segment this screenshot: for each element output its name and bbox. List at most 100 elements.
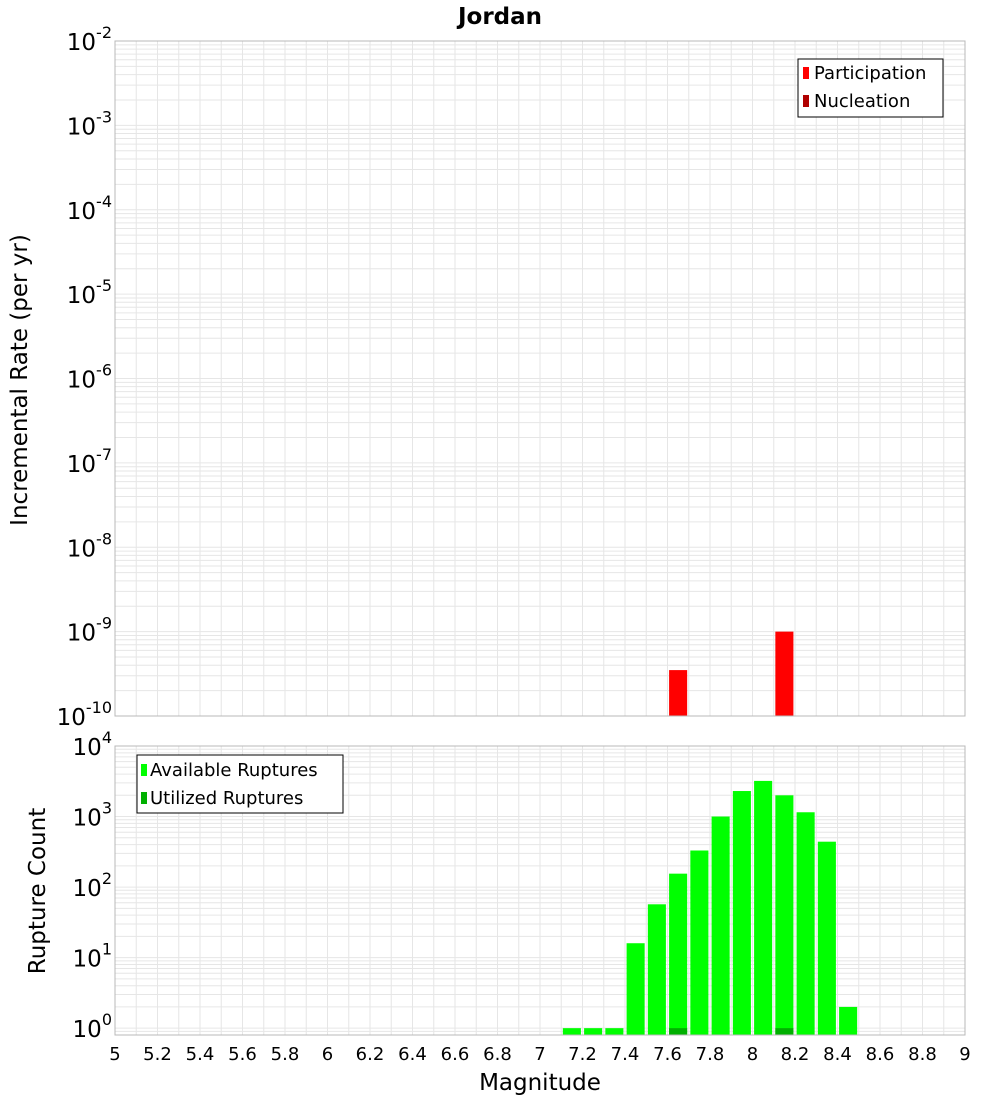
x-tick-label: 6.2 [356,1044,385,1065]
legend-label-nucleation: Nucleation [814,91,910,112]
top-y-tick-text: 10-6 [67,361,112,394]
top-y-tick-text: 10-8 [67,529,112,562]
bottom-y-tick-exp: 2 [102,869,112,888]
top-y-tick-base: 10 [57,705,86,731]
top-y-tick-label: 10-7 [67,445,112,478]
top-y-tick-label: 10-2 [67,23,112,56]
top-plot-bars [669,631,794,716]
x-tick-label: 8.6 [866,1044,895,1065]
top-y-tick-text: 10-7 [67,445,112,478]
top-y-tick-label: 10-6 [67,361,112,394]
x-tick-label: 6.6 [441,1044,470,1065]
x-tick-label: 7 [534,1044,545,1065]
bottom-y-tick-label: 104 [73,728,112,761]
bar-available-ruptures [817,841,836,1035]
bottom-legend-box [136,754,344,814]
top-y-tick-base: 10 [67,368,96,394]
bottom-y-tick-label: 101 [73,940,112,973]
bar-participation [669,670,688,716]
top-y-tick-label: 10-8 [67,529,112,562]
bar-available-ruptures [626,943,645,1035]
bar-available-ruptures [669,873,688,1035]
legend-swatch-participation [803,67,809,79]
bar-available-ruptures [796,812,815,1035]
bar-available-ruptures [605,1028,624,1035]
bottom-plot-area [114,745,966,1036]
x-tick-label: 8.2 [781,1044,810,1065]
top-y-tick-label: 10-4 [67,192,112,225]
bottom-y-tick-base: 10 [73,806,102,832]
top-y-tick-exp: -8 [96,529,112,548]
bottom-y-axis-label: Rupture Count [25,808,51,974]
x-tick-label: 5.2 [143,1044,172,1065]
bottom-y-tick-text: 103 [73,799,112,832]
top-y-tick-exp: -9 [96,614,112,633]
bottom-y-tick-text: 104 [73,728,112,761]
bottom-y-tick-exp: 1 [102,940,112,959]
bar-available-ruptures [839,1006,858,1035]
top-legend-box [797,58,944,118]
bottom-y-tick-exp: 3 [102,799,112,818]
bottom-plot-bars [562,780,858,1035]
top-y-tick-base: 10 [67,536,96,562]
top-y-tick-text: 10-2 [67,23,112,56]
bar-available-ruptures [754,780,773,1035]
bottom-y-tick-base: 10 [73,947,102,973]
top-y-tick-label: 10-3 [67,107,112,140]
bottom-y-tick-exp: 4 [102,728,112,747]
bar-participation [775,631,794,716]
bottom-y-tick-label: 102 [73,869,112,902]
x-tick-label: 7.8 [696,1044,725,1065]
chart-title: Jordan [456,4,542,30]
bar-available-ruptures [711,816,730,1035]
bar-available-ruptures [732,791,751,1035]
bottom-y-tick-text: 102 [73,869,112,902]
x-tick-label: 8 [747,1044,758,1065]
bottom-y-tick-text: 101 [73,940,112,973]
top-y-tick-base: 10 [67,114,96,140]
top-y-axis-label: Incremental Rate (per yr) [7,234,33,526]
bottom-y-tick-text: 100 [73,1010,112,1043]
top-y-tick-label: 10-9 [67,614,112,647]
top-legend: Participation Nucleation [797,58,944,118]
top-y-tick-base: 10 [67,621,96,647]
top-y-tick-exp: -5 [96,276,112,295]
legend-swatch-nucleation [803,95,809,107]
top-plot-area [114,40,966,717]
x-tick-label: 5.6 [228,1044,257,1065]
x-tick-label: 5.4 [186,1044,215,1065]
bar-available-ruptures [690,850,709,1035]
x-tick-label: 7.4 [611,1044,640,1065]
legend-label-available-ruptures: Available Ruptures [150,760,318,781]
top-y-tick-text: 10-3 [67,107,112,140]
top-y-tick-text: 10-10 [57,698,112,731]
x-tick-label: 5 [109,1044,120,1065]
top-y-tick-exp: -7 [96,445,112,464]
x-axis-label: Magnitude [479,1070,601,1096]
bar-utilized-ruptures [669,1028,688,1035]
top-y-tick-text: 10-4 [67,192,112,225]
legend-label-utilized-ruptures: Utilized Ruptures [150,788,303,809]
x-tick-label: 7.6 [653,1044,682,1065]
top-plot-grid [114,40,966,717]
x-ticks: 5 5.2 5.4 5.6 5.8 6 6.2 6.4 6.6 6.8 7 7.2 7.4 7.6 7.8 8… [109,1044,970,1065]
bottom-legend: Available Ruptures Utilized Ruptures [136,754,344,814]
top-y-tick-exp: -6 [96,361,112,380]
x-tick-label: 6.8 [483,1044,512,1065]
x-tick-label: 6.4 [398,1044,427,1065]
top-y-tick-exp: -10 [86,698,112,717]
bottom-y-tick-exp: 0 [102,1010,112,1029]
top-y-tick-base: 10 [67,283,96,309]
bottom-y-tick-base: 10 [73,1017,102,1043]
top-y-tick-base: 10 [67,30,96,56]
x-tick-label: 8.8 [908,1044,937,1065]
top-y-tick-base: 10 [67,199,96,225]
bar-available-ruptures [647,904,666,1035]
top-y-tick-label: 10-5 [67,276,112,309]
top-y-tick-exp: -2 [96,23,112,42]
top-y-tick-exp: -4 [96,192,112,211]
legend-label-participation: Participation [814,63,926,84]
